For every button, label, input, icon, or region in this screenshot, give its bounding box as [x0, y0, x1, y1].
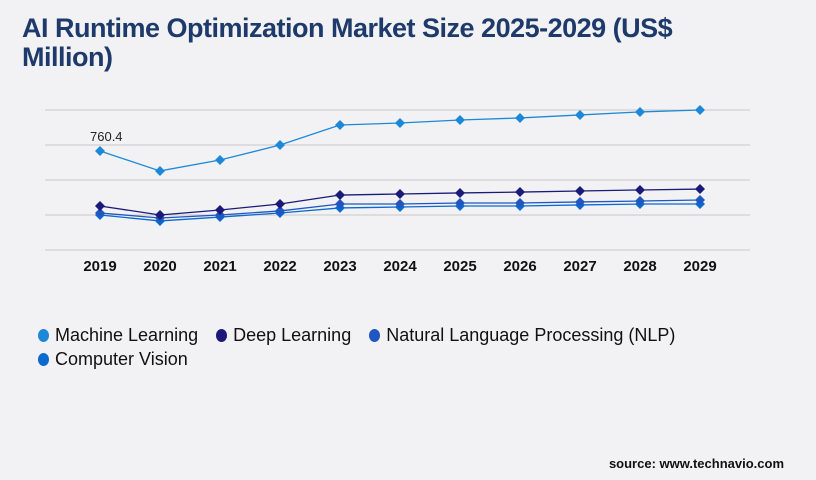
- x-tick-label: 2019: [83, 258, 116, 275]
- x-tick-label: 2024: [383, 258, 417, 275]
- legend: Machine Learning Deep Learning Natural Lan…: [38, 323, 758, 371]
- legend-label: Computer Vision: [55, 348, 188, 369]
- legend-marker-icon: [369, 328, 381, 342]
- x-tick-label: 2022: [263, 258, 296, 275]
- legend-marker-icon: [38, 328, 49, 342]
- x-tick-label: 2023: [323, 258, 356, 275]
- legend-item: Computer Vision: [38, 347, 188, 371]
- data-point: [575, 186, 585, 197]
- data-point: [695, 105, 705, 115]
- legend-label: Machine Learning: [55, 324, 199, 345]
- x-tick-label: 2026: [503, 258, 536, 275]
- data-point: [635, 184, 645, 195]
- x-tick-label: 2029: [683, 258, 716, 275]
- data-point: [635, 196, 645, 207]
- data-point: [275, 140, 285, 151]
- source-text: source: www.technavio.com: [608, 456, 784, 471]
- data-point: [275, 199, 285, 210]
- data-point: [695, 194, 705, 205]
- x-tick-label: 2027: [563, 258, 596, 275]
- data-point: [95, 208, 105, 219]
- data-point: [515, 187, 525, 198]
- legend-item: Natural Language Processing (NLP): [369, 323, 675, 347]
- x-tick-label: 2021: [203, 258, 236, 275]
- legend-item: Machine Learning: [38, 323, 198, 347]
- data-label: 760.4: [90, 129, 123, 144]
- data-point: [215, 205, 225, 216]
- x-tick-label: 2025: [443, 258, 476, 275]
- x-tick-label: 2028: [623, 258, 656, 275]
- data-point: [635, 106, 645, 117]
- data-point: [395, 199, 405, 210]
- data-point: [455, 197, 465, 208]
- data-point: [575, 196, 585, 207]
- data-point: [575, 109, 585, 120]
- data-point: [455, 187, 465, 198]
- x-tick-label: 2020: [143, 258, 176, 275]
- legend-marker-icon: [216, 328, 228, 342]
- data-point: [155, 209, 165, 220]
- legend-label: Deep Learning: [233, 324, 352, 345]
- data-point: [335, 119, 345, 130]
- data-point: [335, 190, 345, 201]
- legend-marker-icon: [38, 352, 49, 366]
- data-point: [695, 184, 705, 195]
- data-point: [455, 115, 465, 126]
- data-point: [95, 200, 105, 211]
- data-point: [95, 145, 105, 156]
- chart-title: AI Runtime Optimization Market Size 2025…: [22, 13, 673, 72]
- data-point: [215, 155, 225, 166]
- legend-item: Deep Learning: [216, 323, 351, 347]
- data-point: [155, 165, 165, 176]
- data-point: [515, 197, 525, 208]
- data-point: [275, 205, 285, 216]
- data-point: [335, 199, 345, 210]
- legend-label: Natural Language Processing (NLP): [386, 324, 676, 345]
- data-point: [395, 189, 405, 199]
- data-point: [395, 118, 405, 129]
- data-point: [515, 112, 525, 123]
